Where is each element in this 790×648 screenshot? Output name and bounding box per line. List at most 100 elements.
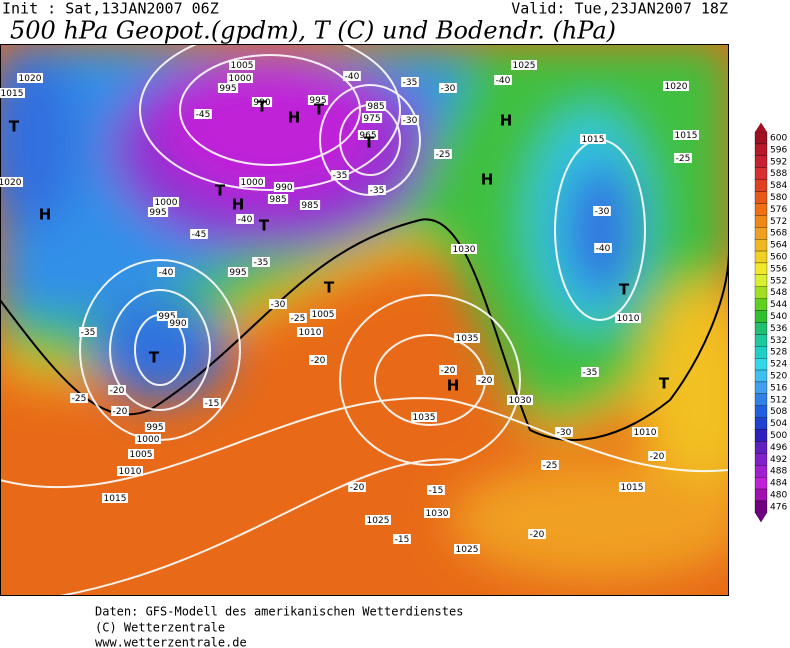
isobar-label: 1020 (0, 178, 22, 188)
colorbar-label: 588 (770, 169, 787, 179)
pressure-center: T (659, 375, 670, 393)
isobar-label-box (307, 95, 329, 105)
isobar-label-box (632, 427, 658, 437)
pressure-center: T (257, 98, 268, 116)
colorbar-swatch (754, 334, 768, 347)
isobar-label: 995 (229, 268, 246, 278)
isotherm-label-box (194, 109, 212, 119)
colorbar-swatch (754, 203, 768, 216)
isobar-label: 1000 (229, 74, 252, 84)
isotherm-label-box (528, 529, 546, 539)
pressure-center: T (259, 217, 270, 235)
isotherm-label: -40 (345, 72, 360, 82)
colorbar-label: 496 (770, 443, 787, 453)
isotherm-label: -40 (159, 268, 174, 278)
colorbar-label: 476 (770, 502, 787, 512)
isotherm-label: -30 (441, 84, 456, 94)
isotherm-label-box (648, 451, 666, 461)
isobar-label: 985 (269, 195, 286, 205)
isobar-label-box (229, 60, 255, 70)
isotherm-label-box (439, 83, 457, 93)
isotherm-label: -35 (583, 368, 598, 378)
isotherm-label: -45 (192, 230, 207, 240)
pressure-center: H (481, 171, 494, 189)
isobar-label: 1005 (130, 450, 153, 460)
isobar-label-box (507, 395, 533, 405)
colorbar-swatch (754, 441, 768, 454)
isobar-label-box (135, 434, 161, 444)
pressure-center: H (39, 206, 52, 224)
colorbar-swatch (754, 238, 768, 252)
isobar-label: 995 (149, 208, 166, 218)
isobar-label: 995 (146, 423, 163, 433)
isobar-label: 1035 (456, 334, 479, 344)
colorbar-label: 500 (770, 431, 787, 441)
colorbar-label: 536 (770, 324, 787, 334)
isotherm-label-box (79, 327, 97, 337)
colorbar-label: 520 (770, 372, 787, 382)
isobar-label-box (153, 197, 179, 207)
colorbar-label: 592 (770, 157, 787, 167)
isobar-label-box (299, 200, 321, 210)
isotherm-label: -30 (403, 116, 418, 126)
isotherm-label: -15 (395, 535, 410, 545)
isobar-label: 1025 (456, 545, 479, 555)
isotherm-label: -25 (543, 461, 558, 471)
colorbar-swatch (754, 369, 768, 383)
colorbar-label: 504 (770, 419, 787, 429)
isobar-label: 1015 (582, 135, 605, 145)
isobar-label-box (673, 130, 699, 140)
isobar-label-box (451, 244, 477, 254)
colorbar-label: 512 (770, 395, 787, 405)
pressure-center: T (9, 118, 20, 136)
colorbar-swatch (754, 227, 768, 240)
isotherm-label: -40 (496, 76, 511, 86)
isobar-label: 995 (158, 312, 175, 322)
isobar-label: 1025 (513, 61, 536, 71)
colorbar-label: 600 (770, 134, 787, 144)
colorbar-swatch (754, 298, 768, 311)
isobar-label: 1035 (413, 413, 436, 423)
isotherm-label: -15 (205, 399, 220, 409)
colorbar-label: 556 (770, 264, 787, 274)
isobar-label: 1030 (426, 509, 449, 519)
isotherm-label: -20 (530, 530, 545, 540)
isobar-label: 1020 (19, 74, 42, 84)
isobar-label-box (267, 194, 289, 204)
colorbar-swatch (754, 167, 768, 180)
isotherm-label-box (111, 406, 129, 416)
isotherm-label-box (401, 115, 419, 125)
isobar-label-box (0, 177, 23, 187)
pressure-center: H (288, 109, 301, 127)
isotherm-label: -20 (441, 366, 456, 376)
isotherm-label-box (190, 229, 208, 239)
colorbar-swatch (754, 393, 768, 406)
isobar-label: 975 (363, 114, 380, 124)
isobar-label-box (411, 412, 437, 422)
isotherm-label-box (236, 214, 254, 224)
isobar-label: 1025 (367, 516, 390, 526)
colorbar-label: 532 (770, 336, 787, 346)
colorbar-swatch (754, 131, 768, 145)
isobar-label-box (17, 73, 43, 83)
colorbar-label: 528 (770, 348, 787, 358)
isobar-label: 1005 (231, 61, 254, 71)
colorbar-arrow (755, 122, 767, 133)
isotherm-label: -45 (196, 110, 211, 120)
colorbar-swatch (754, 357, 768, 371)
isotherm-label-box (252, 257, 270, 267)
colorbar-swatch (754, 310, 768, 323)
isobar-label: 1005 (312, 310, 335, 320)
isotherm-label: -25 (291, 314, 306, 324)
isobar-label: 1010 (617, 314, 640, 324)
isotherm-label-box (343, 71, 361, 81)
colorbar-swatch (754, 215, 768, 228)
isobar-label-box (580, 134, 606, 144)
colorbar-label: 480 (770, 491, 787, 501)
isobar-label: 990 (275, 183, 292, 193)
colorbar-label: 580 (770, 193, 787, 203)
isobar-label-box (227, 267, 249, 277)
isobar-label-box (454, 544, 480, 554)
colorbar-swatch (754, 250, 768, 264)
